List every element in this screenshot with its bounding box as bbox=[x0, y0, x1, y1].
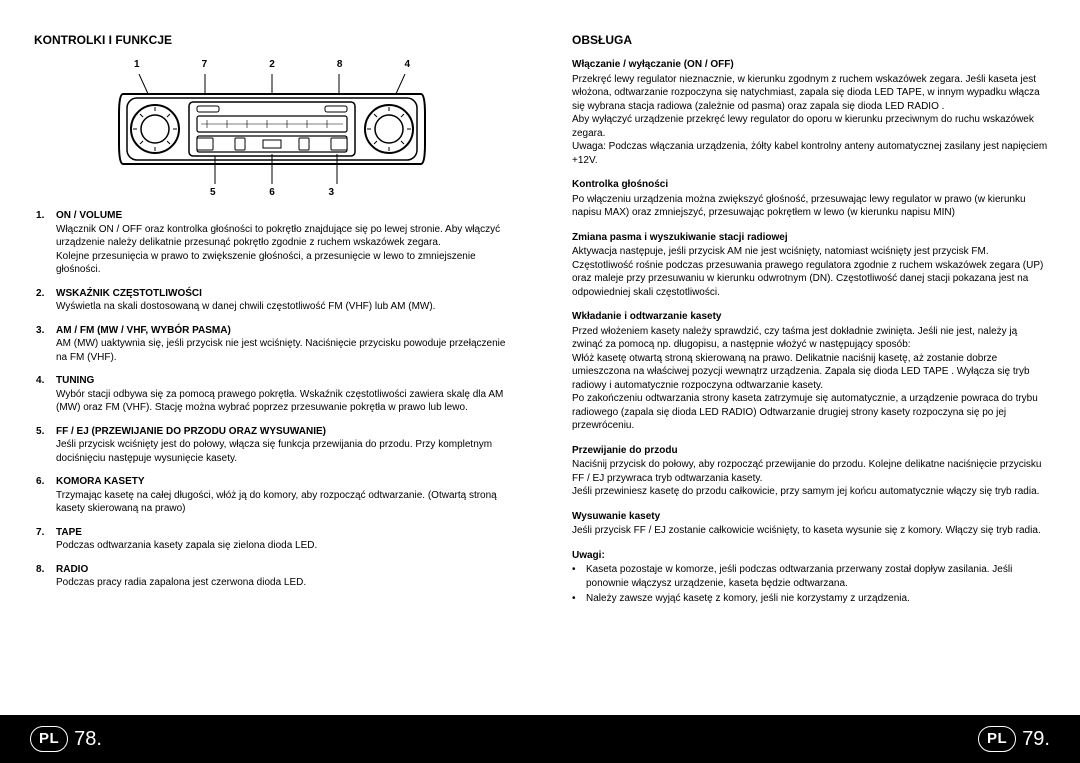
notes-section: Uwagi: Kaseta pozostaje w komorze, jeśli… bbox=[572, 549, 1048, 606]
car-radio-illustration bbox=[117, 74, 427, 184]
feature-title: KOMORA KASETY bbox=[56, 475, 510, 489]
usage-section: Wkładanie i odtwarzanie kasetyPrzed włoż… bbox=[572, 310, 1048, 433]
feature-title: RADIO bbox=[56, 563, 510, 577]
callout-7: 7 bbox=[202, 58, 208, 72]
feature-item: RADIOPodczas pracy radia zapalona jest c… bbox=[36, 563, 510, 590]
feature-title: ON / VOLUME bbox=[56, 209, 510, 223]
feature-body: AM (MW) uaktywnia się, jeśli przycisk ni… bbox=[56, 337, 510, 364]
page-footer: PL 78. PL 79. bbox=[0, 715, 1080, 763]
right-section-title: OBSŁUGA bbox=[572, 32, 1048, 48]
usage-title: Włączanie / wyłączanie (ON / OFF) bbox=[572, 58, 1048, 72]
language-badge: PL bbox=[30, 726, 68, 752]
language-badge: PL bbox=[978, 726, 1016, 752]
note-item: Należy zawsze wyjąć kasetę z komory, jeś… bbox=[586, 592, 1048, 606]
callout-6: 6 bbox=[269, 186, 275, 200]
page-number-left: PL 78. bbox=[30, 726, 102, 753]
feature-body: Wyświetla na skali dostosowaną w danej c… bbox=[56, 300, 510, 314]
feature-title: TUNING bbox=[56, 374, 510, 388]
callout-5: 5 bbox=[210, 186, 216, 200]
usage-title: Przewijanie do przodu bbox=[572, 444, 1048, 458]
feature-item: ON / VOLUMEWłącznik ON / OFF oraz kontro… bbox=[36, 209, 510, 277]
callout-8: 8 bbox=[337, 58, 343, 72]
feature-item: TUNINGWybór stacji odbywa się za pomocą … bbox=[36, 374, 510, 415]
notes-title: Uwagi: bbox=[572, 549, 1048, 563]
callout-2: 2 bbox=[269, 58, 275, 72]
feature-body: Podczas pracy radia zapalona jest czerwo… bbox=[56, 576, 510, 590]
page-number: 78. bbox=[74, 726, 102, 753]
usage-body: Naciśnij przycisk do połowy, aby rozpocz… bbox=[572, 458, 1048, 499]
usage-section: Przewijanie do przoduNaciśnij przycisk d… bbox=[572, 444, 1048, 499]
notes-list: Kaseta pozostaje w komorze, jeśli podcza… bbox=[572, 563, 1048, 606]
feature-title: TAPE bbox=[56, 526, 510, 540]
feature-title: FF / EJ (PRZEWIJANIE DO PRZODU ORAZ WYSU… bbox=[56, 425, 510, 439]
note-item: Kaseta pozostaje w komorze, jeśli podcza… bbox=[586, 563, 1048, 590]
diagram-bottom-labels: 5 6 3 bbox=[152, 184, 392, 200]
usage-body: Przekręć lewy regulator nieznacznie, w k… bbox=[572, 73, 1048, 168]
feature-body: Jeśli przycisk wciśnięty jest do połowy,… bbox=[56, 438, 510, 465]
usage-body: Po włączeniu urządzenia można zwiększyć … bbox=[572, 193, 1048, 220]
usage-section: Kontrolka głośnościPo włączeniu urządzen… bbox=[572, 178, 1048, 220]
feature-body: Wybór stacji odbywa się za pomocą praweg… bbox=[56, 388, 510, 415]
usage-section: Włączanie / wyłączanie (ON / OFF)Przekrę… bbox=[572, 58, 1048, 167]
page-left: KONTROLKI I FUNKCJE 1 7 2 8 4 bbox=[0, 20, 540, 700]
feature-title: WSKAŹNIK CZĘSTOTLIWOŚCI bbox=[56, 287, 510, 301]
diagram-top-labels: 1 7 2 8 4 bbox=[112, 58, 432, 74]
feature-title: AM / FM (MW / VHF, WYBÓR PASMA) bbox=[56, 324, 510, 338]
feature-body: Podczas odtwarzania kasety zapala się zi… bbox=[56, 539, 510, 553]
feature-body: Włącznik ON / OFF oraz kontrolka głośnoś… bbox=[56, 223, 510, 277]
radio-diagram: 1 7 2 8 4 bbox=[112, 58, 432, 199]
page-number: 79. bbox=[1022, 726, 1050, 753]
usage-title: Wysuwanie kasety bbox=[572, 510, 1048, 524]
usage-title: Wkładanie i odtwarzanie kasety bbox=[572, 310, 1048, 324]
callout-1: 1 bbox=[134, 58, 140, 72]
usage-body: Aktywacja następuje, jeśli przycisk AM n… bbox=[572, 245, 1048, 299]
callout-3: 3 bbox=[328, 186, 334, 200]
features-list: ON / VOLUMEWłącznik ON / OFF oraz kontro… bbox=[34, 209, 510, 590]
feature-item: AM / FM (MW / VHF, WYBÓR PASMA)AM (MW) u… bbox=[36, 324, 510, 365]
feature-body: Trzymając kasetę na całej długości, włóż… bbox=[56, 489, 510, 516]
page-number-right: PL 79. bbox=[978, 726, 1050, 753]
page-spread: KONTROLKI I FUNKCJE 1 7 2 8 4 bbox=[0, 0, 1080, 700]
usage-body: Jeśli przycisk FF / EJ zostanie całkowic… bbox=[572, 524, 1048, 538]
usage-title: Zmiana pasma i wyszukiwanie stacji radio… bbox=[572, 231, 1048, 245]
feature-item: WSKAŹNIK CZĘSTOTLIWOŚCIWyświetla na skal… bbox=[36, 287, 510, 314]
feature-item: FF / EJ (PRZEWIJANIE DO PRZODU ORAZ WYSU… bbox=[36, 425, 510, 466]
usage-title: Kontrolka głośności bbox=[572, 178, 1048, 192]
usage-section: Wysuwanie kasetyJeśli przycisk FF / EJ z… bbox=[572, 510, 1048, 538]
feature-item: TAPEPodczas odtwarzania kasety zapala si… bbox=[36, 526, 510, 553]
callout-4: 4 bbox=[404, 58, 410, 72]
page-right: OBSŁUGA Włączanie / wyłączanie (ON / OFF… bbox=[540, 20, 1080, 700]
feature-item: KOMORA KASETYTrzymając kasetę na całej d… bbox=[36, 475, 510, 516]
left-section-title: KONTROLKI I FUNKCJE bbox=[34, 32, 510, 48]
usage-body: Przed włożeniem kasety należy sprawdzić,… bbox=[572, 325, 1048, 433]
usage-section: Zmiana pasma i wyszukiwanie stacji radio… bbox=[572, 231, 1048, 300]
